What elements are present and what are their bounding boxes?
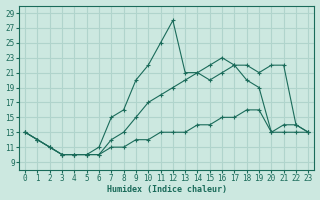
X-axis label: Humidex (Indice chaleur): Humidex (Indice chaleur) (107, 185, 227, 194)
